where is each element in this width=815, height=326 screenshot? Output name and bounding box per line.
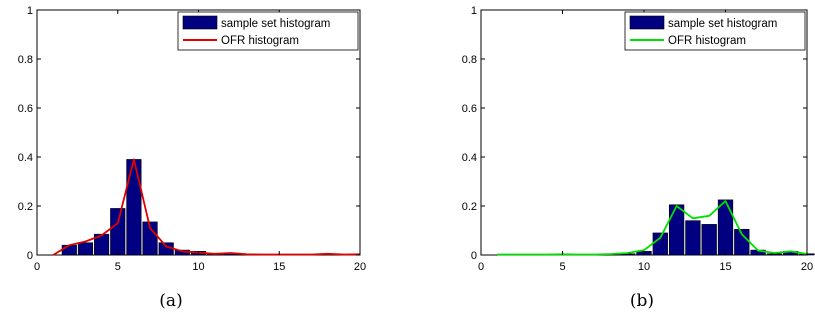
y-tick-label: 0.2 bbox=[462, 201, 477, 213]
legend-bar-swatch bbox=[182, 15, 218, 30]
x-tick-label: 15 bbox=[719, 261, 731, 273]
histogram-bar bbox=[766, 253, 783, 256]
plot-frame bbox=[36, 9, 361, 256]
legend-label-ofr: OFR histogram bbox=[221, 35, 299, 47]
y-tick-label: 0.6 bbox=[18, 103, 33, 115]
histogram-bar bbox=[126, 159, 142, 256]
chart-panel-2: 0 5 10 15 20 0 0.2 0.4 0.6 0.8 1 sample set histogr… bbox=[462, 5, 815, 311]
y-tick-label: 0.6 bbox=[462, 103, 477, 115]
y-tick-label: 0 bbox=[27, 250, 33, 262]
histogram-bar bbox=[685, 220, 701, 256]
panel-caption: (a) bbox=[159, 291, 182, 311]
y-tick-label: 1 bbox=[27, 5, 33, 17]
histogram-bar bbox=[110, 208, 126, 256]
y-tick-label: 0.8 bbox=[462, 54, 477, 66]
y-tick-label: 0 bbox=[471, 250, 477, 262]
histogram-bar bbox=[94, 233, 110, 256]
histogram-bar bbox=[701, 224, 717, 256]
legend-label-sample-set: sample set histogram bbox=[221, 18, 330, 30]
histogram-bar bbox=[717, 199, 734, 256]
y-tick-label: 1 bbox=[471, 5, 477, 17]
x-tick-label: 5 bbox=[559, 261, 565, 273]
x-tick-label: 20 bbox=[354, 261, 366, 273]
histogram-bar bbox=[77, 242, 94, 256]
ofr-histogram-line bbox=[497, 200, 808, 256]
histogram-bar bbox=[61, 244, 77, 256]
histogram-bar bbox=[668, 204, 685, 256]
x-tick-label: 10 bbox=[638, 261, 650, 273]
x-tick-label: 20 bbox=[801, 261, 813, 273]
chart-panel-1: 0 5 10 15 20 0 0.2 0.4 0.6 0.8 1 sample set histogr… bbox=[18, 5, 366, 311]
panel-caption: (b) bbox=[630, 291, 654, 311]
plot-frame bbox=[480, 9, 808, 256]
histogram-bar bbox=[142, 221, 158, 256]
x-tick-label: 5 bbox=[115, 261, 121, 273]
x-tick-label: 0 bbox=[34, 261, 40, 273]
legend-bar-swatch bbox=[629, 15, 665, 30]
legend: sample set histogram OFR histogram bbox=[624, 11, 806, 51]
y-tick-label: 0.2 bbox=[18, 201, 33, 213]
y-tick-label: 0.4 bbox=[462, 152, 477, 164]
x-tick-label: 15 bbox=[273, 261, 285, 273]
y-tick-label: 0.4 bbox=[18, 152, 33, 164]
legend-label-sample-set: sample set histogram bbox=[668, 18, 777, 30]
legend-label-ofr: OFR histogram bbox=[668, 35, 746, 47]
legend: sample set histogram OFR histogram bbox=[177, 11, 359, 51]
x-tick-label: 10 bbox=[192, 261, 204, 273]
x-tick-label: 0 bbox=[478, 261, 484, 273]
y-tick-label: 0.8 bbox=[18, 54, 33, 66]
ofr-histogram-line bbox=[52, 158, 361, 256]
